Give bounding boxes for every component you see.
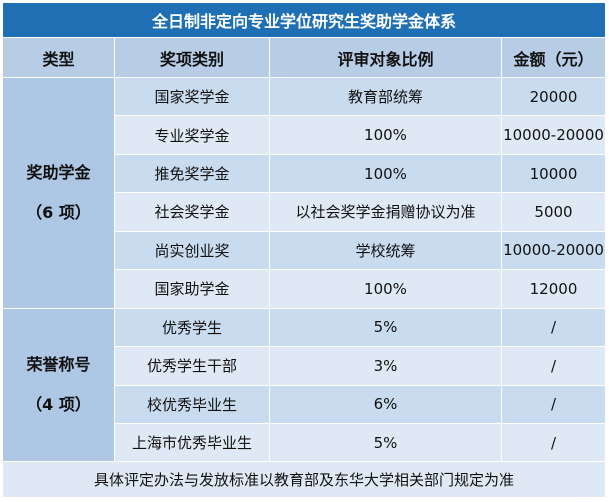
award-name: 尚实创业奖 — [114, 230, 270, 271]
award-amount: 10000 — [500, 153, 607, 194]
award-name: 国家奖学金 — [114, 76, 270, 117]
title-row: 全日制非定向专业学位研究生奖助学金体系 — [1, 1, 607, 39]
table-row: 专业奖学金 100% 10000-20000 — [3, 115, 607, 155]
category-name: 荣誉称号 — [26, 355, 91, 375]
award-name: 校优秀毕业生 — [114, 384, 270, 424]
award-ratio: 100% — [269, 115, 502, 155]
category-cell: 荣誉称号 （4 项） — [2, 307, 115, 463]
table-title: 全日制非定向专业学位研究生奖助学金体系 — [1, 1, 607, 39]
footer-note: 具体评定办法与发放标准以教育部及东华大学相关部门规定为准 — [1, 461, 607, 498]
header-award: 奖项类别 — [114, 37, 270, 78]
table-row: 上海市优秀毕业生 5% / — [3, 422, 607, 463]
award-name: 国家助学金 — [114, 269, 270, 309]
category-count: （4 项） — [26, 395, 91, 415]
award-name: 专业奖学金 — [114, 115, 270, 155]
award-name: 推免奖学金 — [114, 153, 270, 194]
header-row: 类型 奖项类别 评审对象比例 金额（元） — [2, 37, 607, 78]
award-ratio: 3% — [269, 346, 502, 386]
header-amount: 金额（元） — [500, 37, 607, 78]
header-type: 类型 — [2, 37, 115, 78]
award-ratio: 教育部统筹 — [269, 76, 502, 117]
table-row: 尚实创业奖 学校统筹 10000-20000 — [3, 230, 607, 271]
table-row: 荣誉称号 （4 项） 优秀学生 5% / — [2, 307, 607, 463]
table-row: 推免奖学金 100% 10000 — [3, 153, 607, 194]
award-ratio: 5% — [269, 422, 502, 463]
award-ratio: 学校统筹 — [269, 230, 502, 271]
award-amount: 10000-20000 — [500, 230, 607, 271]
table-row: 社会奖学金 以社会奖学金捐赠协议为准 5000 — [3, 192, 607, 232]
award-ratio: 100% — [269, 153, 502, 194]
award-amount: / — [500, 307, 607, 348]
table-row: 校优秀毕业生 6% / — [3, 384, 607, 424]
header-ratio: 评审对象比例 — [269, 37, 502, 78]
award-amount: 10000-20000 — [500, 115, 607, 155]
award-amount: / — [500, 346, 607, 386]
award-amount: / — [500, 422, 607, 463]
award-amount: 12000 — [500, 269, 607, 309]
award-ratio: 100% — [269, 269, 502, 309]
award-name: 社会奖学金 — [114, 192, 270, 232]
award-amount: 5000 — [500, 192, 607, 232]
table-row: 奖助学金 （6 项） 国家奖学金 教育部统筹 20000 — [2, 76, 607, 309]
award-ratio: 6% — [269, 384, 502, 424]
award-name: 优秀学生干部 — [114, 346, 270, 386]
award-name: 优秀学生 — [114, 307, 270, 348]
award-ratio: 5% — [269, 307, 502, 348]
table-row: 国家助学金 100% 12000 — [3, 269, 607, 309]
award-name: 上海市优秀毕业生 — [114, 422, 270, 463]
category-cell: 奖助学金 （6 项） — [2, 76, 115, 309]
award-ratio: 以社会奖学金捐赠协议为准 — [269, 192, 502, 232]
award-amount: / — [500, 384, 607, 424]
category-name: 奖助学金 — [26, 162, 91, 182]
footer-row: 具体评定办法与发放标准以教育部及东华大学相关部门规定为准 — [1, 461, 607, 498]
category-count: （6 项） — [26, 202, 91, 222]
award-amount: 20000 — [500, 76, 607, 117]
